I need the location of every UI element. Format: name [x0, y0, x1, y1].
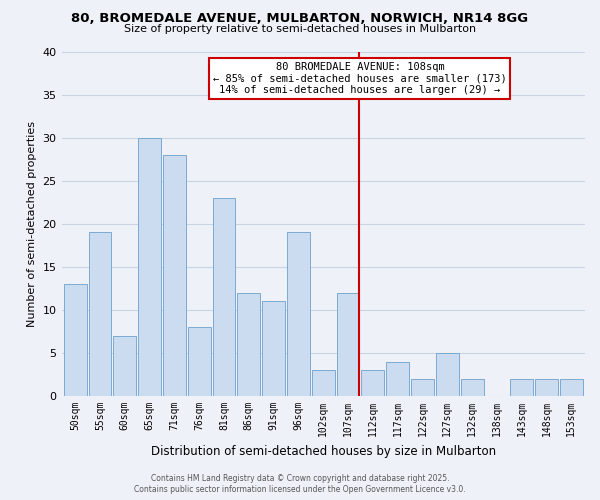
Y-axis label: Number of semi-detached properties: Number of semi-detached properties	[27, 121, 37, 327]
Bar	[361, 370, 384, 396]
Text: Contains HM Land Registry data © Crown copyright and database right 2025.
Contai: Contains HM Land Registry data © Crown c…	[134, 474, 466, 494]
Bar	[89, 232, 112, 396]
Bar	[113, 336, 136, 396]
Bar	[64, 284, 86, 396]
Bar	[535, 379, 558, 396]
Bar	[262, 302, 285, 396]
Bar	[386, 362, 409, 396]
Bar	[163, 155, 186, 396]
Bar	[511, 379, 533, 396]
Bar	[312, 370, 335, 396]
Bar	[287, 232, 310, 396]
X-axis label: Distribution of semi-detached houses by size in Mulbarton: Distribution of semi-detached houses by …	[151, 444, 496, 458]
Bar	[411, 379, 434, 396]
Text: Size of property relative to semi-detached houses in Mulbarton: Size of property relative to semi-detach…	[124, 24, 476, 34]
Bar	[212, 198, 235, 396]
Text: 80 BROMEDALE AVENUE: 108sqm
← 85% of semi-detached houses are smaller (173)
14% : 80 BROMEDALE AVENUE: 108sqm ← 85% of sem…	[213, 62, 507, 95]
Bar	[560, 379, 583, 396]
Bar	[238, 292, 260, 396]
Bar	[436, 353, 459, 396]
Bar	[461, 379, 484, 396]
Text: 80, BROMEDALE AVENUE, MULBARTON, NORWICH, NR14 8GG: 80, BROMEDALE AVENUE, MULBARTON, NORWICH…	[71, 12, 529, 26]
Bar	[188, 327, 211, 396]
Bar	[138, 138, 161, 396]
Bar	[337, 292, 359, 396]
